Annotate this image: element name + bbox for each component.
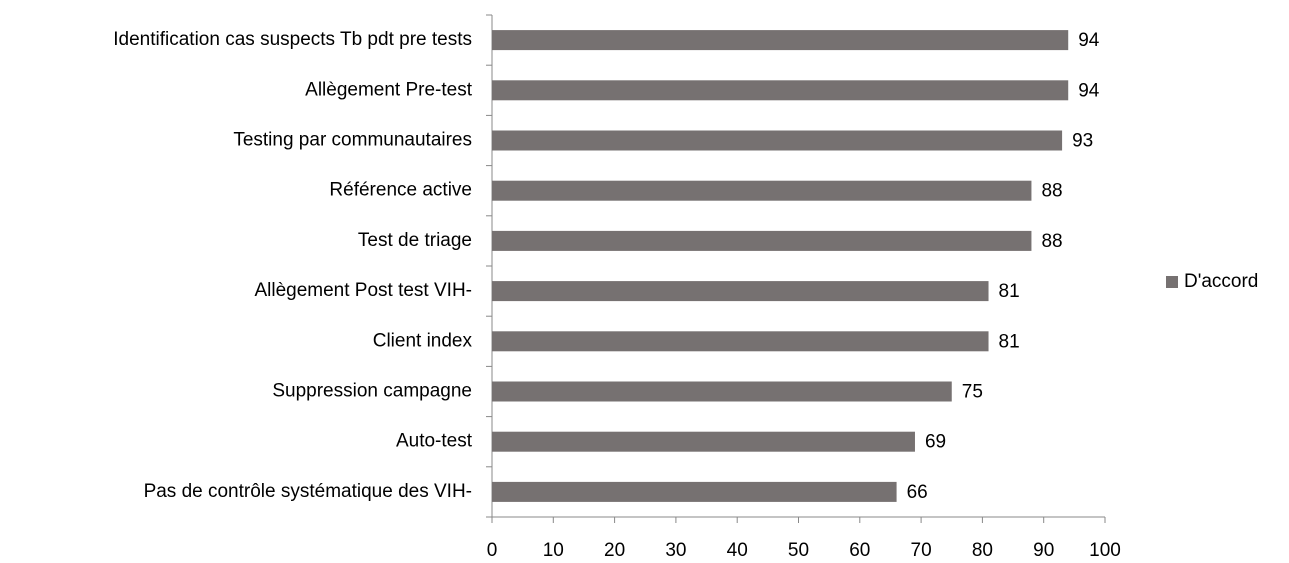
x-tick-label: 10 (543, 540, 564, 561)
value-label: 88 (1041, 181, 1062, 202)
x-tick-label: 70 (911, 540, 932, 561)
bar (492, 230, 1032, 251)
x-tick-label: 80 (972, 540, 993, 561)
y-tick-label: Référence active (329, 180, 472, 201)
bar (492, 281, 989, 302)
bar (492, 331, 989, 352)
x-tick-label: 60 (849, 540, 870, 561)
y-tick-label: Auto-test (396, 431, 473, 452)
y-tick-label: Allègement Post test VIH- (254, 280, 472, 301)
value-label: 94 (1078, 30, 1100, 51)
y-tick-label: Identification cas suspects Tb pdt pre t… (113, 29, 472, 50)
legend-swatch (1166, 276, 1178, 288)
x-tick-label: 40 (727, 540, 748, 561)
value-label: 93 (1072, 131, 1093, 152)
y-tick-label: Client index (373, 330, 473, 351)
bar (492, 30, 1069, 51)
x-tick-label: 0 (487, 540, 498, 561)
y-tick-label: Suppression campagne (272, 381, 472, 402)
value-label: 88 (1041, 231, 1062, 252)
bar (492, 180, 1032, 201)
value-label: 81 (999, 281, 1020, 302)
x-tick-label: 100 (1089, 540, 1121, 561)
value-label: 66 (907, 482, 928, 503)
value-label: 69 (925, 432, 946, 453)
y-tick-label: Testing par communautaires (233, 130, 472, 151)
value-label: 81 (999, 331, 1020, 352)
legend-label: D'accord (1184, 271, 1258, 292)
bar (492, 481, 897, 502)
bar (492, 381, 952, 402)
x-tick-label: 30 (665, 540, 686, 561)
y-tick-label: Allègement Pre-test (305, 79, 473, 100)
x-tick-label: 50 (788, 540, 809, 561)
bar (492, 431, 915, 452)
y-tick-label: Pas de contrôle systématique des VIH- (144, 481, 472, 502)
value-label: 94 (1078, 80, 1100, 101)
bar (492, 130, 1063, 151)
x-tick-label: 90 (1033, 540, 1054, 561)
bar (492, 80, 1069, 101)
value-label: 75 (962, 382, 983, 403)
y-tick-label: Test de triage (358, 230, 472, 251)
x-tick-label: 20 (604, 540, 625, 561)
